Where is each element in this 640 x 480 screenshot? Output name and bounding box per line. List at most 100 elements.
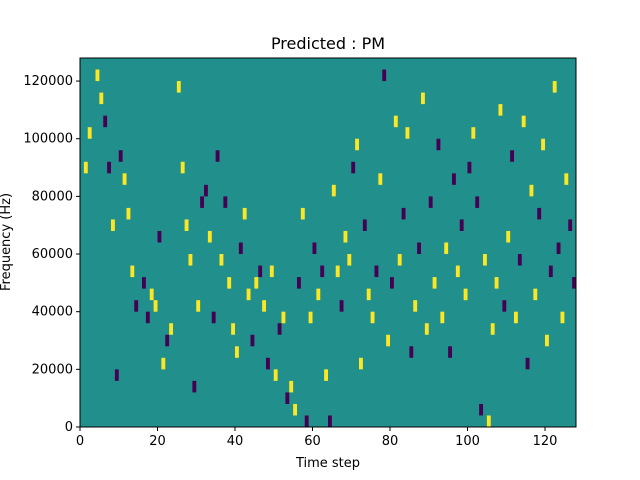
heatmap-cell <box>293 403 298 416</box>
heatmap-cell <box>479 403 484 416</box>
heatmap-cell <box>382 69 387 82</box>
heatmap-cell <box>448 346 453 358</box>
heatmap-cell <box>378 173 383 185</box>
heatmap-cell <box>529 184 534 197</box>
heatmap-cell <box>393 115 398 128</box>
heatmap-cell <box>436 138 441 151</box>
heatmap-cell <box>417 242 422 255</box>
heatmap-cell <box>204 184 208 197</box>
heatmap-cell <box>413 300 418 312</box>
heatmap-cell <box>285 392 290 404</box>
heatmap-cell <box>308 311 313 324</box>
heatmap-cell <box>320 265 325 278</box>
heatmap-cell <box>517 254 522 266</box>
y-tick-label: 80000 <box>32 189 73 204</box>
x-tick-label: 80 <box>382 434 399 449</box>
heatmap-cell <box>83 161 88 174</box>
heatmap-cell <box>111 219 115 231</box>
heatmap-cell <box>316 288 321 301</box>
heatmap-cell <box>401 207 406 220</box>
heatmap-cell <box>157 230 162 243</box>
heatmap-cell <box>227 277 232 289</box>
heatmap-cell <box>134 300 139 312</box>
heatmap-cell <box>351 161 356 174</box>
heatmap-cell <box>289 380 294 393</box>
plot-frame <box>79 57 577 428</box>
heatmap-cell <box>510 150 515 162</box>
x-tick-label: 100 <box>455 434 480 449</box>
y-tick-label: 0 <box>65 420 73 435</box>
plot-area <box>79 57 577 428</box>
heatmap-cell <box>339 300 344 312</box>
y-tick-label: 120000 <box>23 74 73 89</box>
heatmap-cell <box>498 104 503 116</box>
heatmap-cell <box>235 346 239 358</box>
heatmap-cell <box>254 277 259 289</box>
heatmap-cell <box>114 369 119 381</box>
heatmap-cell <box>355 138 360 151</box>
heatmap-cell <box>467 161 472 174</box>
heatmap-cell <box>502 300 507 312</box>
heatmap-cell <box>258 265 263 278</box>
heatmap-cell <box>269 265 274 278</box>
heatmap-cell <box>533 288 538 301</box>
heatmap-cell <box>200 196 205 208</box>
heatmap-cell <box>390 277 394 289</box>
heatmap-cell <box>556 242 561 255</box>
y-tick-label: 40000 <box>32 305 73 320</box>
heatmap-cell <box>568 219 573 231</box>
heatmap-cell <box>459 219 464 231</box>
heatmap-cell <box>99 92 104 105</box>
heatmap-cell <box>506 230 511 243</box>
x-tick-label: 120 <box>533 434 558 449</box>
heatmap-cell <box>471 127 476 139</box>
heatmap-cell <box>176 81 181 93</box>
x-axis-ticks: 0 20 40 60 80 100 120 <box>76 427 558 449</box>
heatmap-cell <box>331 184 336 197</box>
heatmap-cell <box>122 173 127 185</box>
heatmap-cell <box>207 230 212 243</box>
heatmap-cell <box>324 369 329 381</box>
heatmap-cell <box>130 265 135 278</box>
heatmap-cell <box>211 311 216 324</box>
heatmap-cell <box>153 300 158 312</box>
heatmap-cell <box>483 254 487 266</box>
heatmap-cell <box>328 415 332 427</box>
heatmap-cell <box>432 277 437 289</box>
y-axis-label: Frequency (Hz) <box>0 193 14 291</box>
heatmap-cell <box>277 323 282 335</box>
x-tick-label: 60 <box>304 434 321 449</box>
heatmap-cell <box>95 69 100 82</box>
x-tick-label: 20 <box>149 434 166 449</box>
heatmap-cell <box>246 288 251 301</box>
heatmap-cell <box>169 323 174 335</box>
heatmap-cell <box>397 254 402 266</box>
heatmap-cell <box>409 346 414 358</box>
heatmap-cell <box>424 323 429 335</box>
heatmap-cell <box>359 357 363 370</box>
heatmap-cell <box>196 300 201 312</box>
heatmap-cell <box>242 207 247 220</box>
heatmap-cell <box>335 265 340 278</box>
heatmap-cell <box>386 334 391 347</box>
heatmap-cell <box>514 311 518 324</box>
heatmap-cell <box>486 415 491 427</box>
heatmap-cell <box>440 311 445 324</box>
heatmap-cell <box>494 277 499 289</box>
heatmap-cell <box>521 115 526 128</box>
y-axis-ticks: 0 20000 40000 60000 80000 100000 120000 <box>23 74 80 435</box>
heatmap-cell <box>304 415 309 427</box>
heatmap-cell <box>374 265 379 278</box>
heatmap-cell <box>541 138 546 151</box>
heatmap-cell <box>219 254 224 266</box>
cells-layer <box>83 69 577 427</box>
heatmap-cell <box>366 288 371 301</box>
x-tick-label: 0 <box>76 434 84 449</box>
heatmap-cell <box>452 173 456 185</box>
heatmap-cell <box>490 323 495 335</box>
heatmap-cell <box>165 334 170 347</box>
heatmap-cell <box>525 357 530 370</box>
heatmap-cell <box>142 277 146 289</box>
heatmap-cell <box>126 207 131 220</box>
